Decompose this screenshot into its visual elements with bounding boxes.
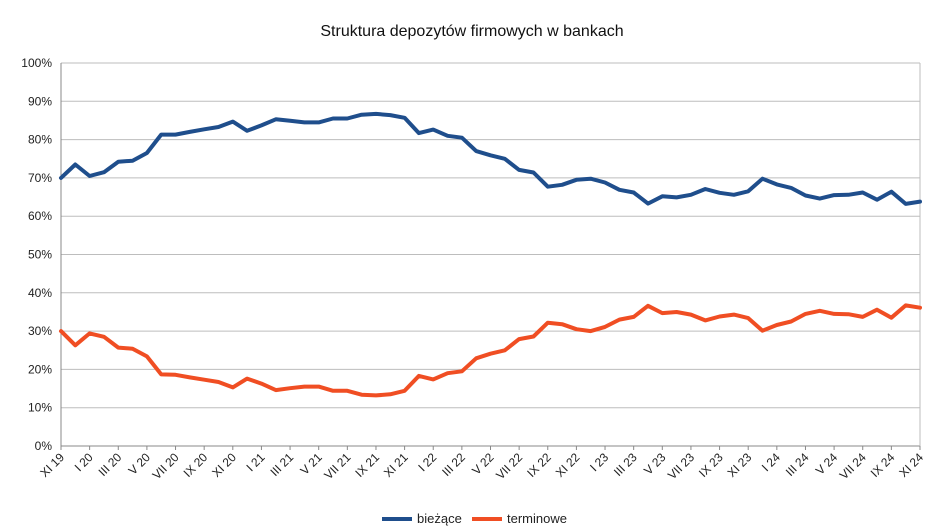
y-tick-label: 10%: [28, 401, 52, 415]
series-line-terminowe: [59, 303, 922, 398]
x-tick-label: IX 20: [181, 450, 211, 480]
x-tick-label: I 22: [415, 450, 439, 474]
x-tick-label: V 22: [469, 450, 497, 478]
x-tick-label: VII 23: [665, 450, 697, 482]
x-tick-label: XI 20: [209, 450, 239, 480]
x-tick-label: IX 22: [524, 450, 554, 480]
x-tick-label: VII 20: [150, 450, 182, 482]
x-tick-label: IX 24: [868, 450, 898, 480]
y-tick-label: 70%: [28, 171, 52, 185]
x-tick-label: XI 19: [37, 450, 67, 480]
grid-lines: [60, 62, 921, 447]
x-tick-label: III 21: [267, 450, 296, 479]
x-tick-label: V 23: [641, 450, 669, 478]
y-tick-label: 50%: [28, 248, 52, 262]
legend-label: terminowe: [507, 511, 567, 526]
y-tick-label: 30%: [28, 324, 52, 338]
x-tick-label: VII 24: [837, 450, 869, 482]
x-tick-label: I 24: [759, 450, 783, 474]
y-tick-label: 0%: [35, 439, 53, 453]
series-lines: [59, 111, 922, 398]
x-tick-label: VII 22: [493, 450, 525, 482]
y-tick-label: 80%: [28, 133, 52, 147]
y-tick-label: 40%: [28, 286, 52, 300]
x-tick-label: XI 24: [896, 450, 926, 480]
x-tick-label: V 24: [813, 450, 841, 478]
legend-label: bieżące: [417, 511, 462, 526]
x-tick-label: XI 23: [725, 450, 755, 480]
x-tick-label: V 21: [297, 450, 325, 478]
x-tick-label: XI 21: [381, 450, 411, 480]
x-tick-label: III 20: [96, 450, 125, 479]
y-tick-label: 60%: [28, 209, 52, 223]
x-tick-label: IX 23: [696, 450, 726, 480]
series-line-biezace: [59, 111, 922, 206]
x-tick-label: VII 21: [321, 450, 353, 482]
x-tick-label: III 23: [611, 450, 640, 479]
x-tick-label: III 24: [783, 450, 812, 479]
x-tick-label: III 22: [439, 450, 468, 479]
y-tick-label: 90%: [28, 94, 52, 108]
x-tick-label: I 20: [72, 450, 96, 474]
x-tick-label: V 20: [126, 450, 154, 478]
y-tick-label: 20%: [28, 362, 52, 376]
chart-title: Struktura depozytów firmowych w bankach: [320, 23, 623, 40]
x-tick-label: IX 21: [352, 450, 382, 480]
x-tick-label: I 23: [587, 450, 611, 474]
y-tick-label: 100%: [21, 56, 52, 70]
x-tick-label: I 21: [244, 450, 268, 474]
y-axis-ticks: 0% 10% 20% 30% 40% 50% 60% 70% 80% 90% 100%: [21, 56, 52, 453]
x-tick-label: XI 22: [553, 450, 583, 480]
legend: bieżące terminowe: [382, 511, 567, 526]
